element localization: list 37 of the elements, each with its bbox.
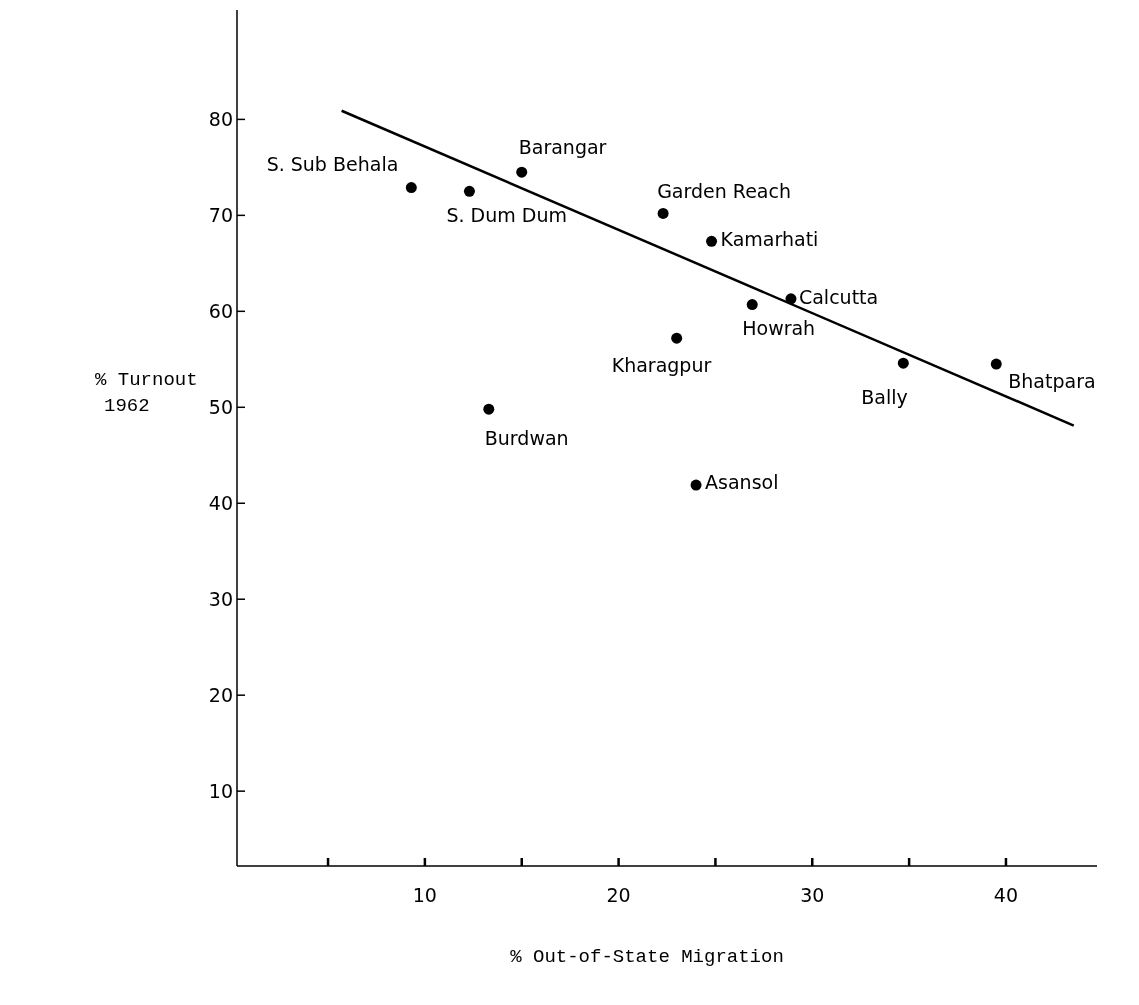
y-tick-label: 20 [208, 683, 233, 706]
y-tick-label: 80 [208, 108, 233, 131]
x-tick-label: 40 [993, 884, 1019, 906]
point [690, 479, 702, 491]
point [897, 357, 909, 369]
y-tick-label: 70 [208, 204, 233, 227]
y-tick-label: 60 [208, 299, 233, 322]
annotation: Barangar [518, 136, 607, 159]
annotation: Howrah [742, 316, 816, 339]
annotation: Kamarhati [720, 228, 819, 251]
annotation: Calcutta [798, 285, 879, 308]
point [405, 182, 417, 194]
point [746, 299, 758, 311]
annotation: Burdwan [484, 427, 569, 450]
point [990, 358, 1002, 370]
annotation: S. Dum Dum [446, 204, 567, 227]
annotation: Bally [861, 386, 908, 409]
point [516, 166, 528, 178]
point [657, 207, 669, 219]
x-tick-label: 10 [412, 884, 437, 906]
y-tick-label: 10 [208, 779, 233, 802]
annotation: Asansol [705, 471, 779, 494]
point [671, 332, 683, 344]
point [706, 235, 718, 247]
point [483, 403, 495, 415]
point [463, 185, 475, 197]
annotation: Kharagpur [611, 354, 712, 377]
y-tick-label: 30 [208, 587, 233, 610]
y-tick-label: 40 [208, 491, 233, 514]
x-tick-label: 30 [800, 884, 825, 906]
annotation: Bhatpara [1008, 370, 1096, 393]
annotation: S. Sub Behala [266, 152, 399, 175]
x-tick-label: 20 [606, 884, 631, 906]
annotation: Garden Reach [657, 180, 791, 203]
x-axis-title: % Out-of-State Migration [510, 946, 784, 968]
y-tick-label: 50 [208, 395, 233, 418]
y-axis-title: % Turnout 1962 [95, 369, 198, 417]
